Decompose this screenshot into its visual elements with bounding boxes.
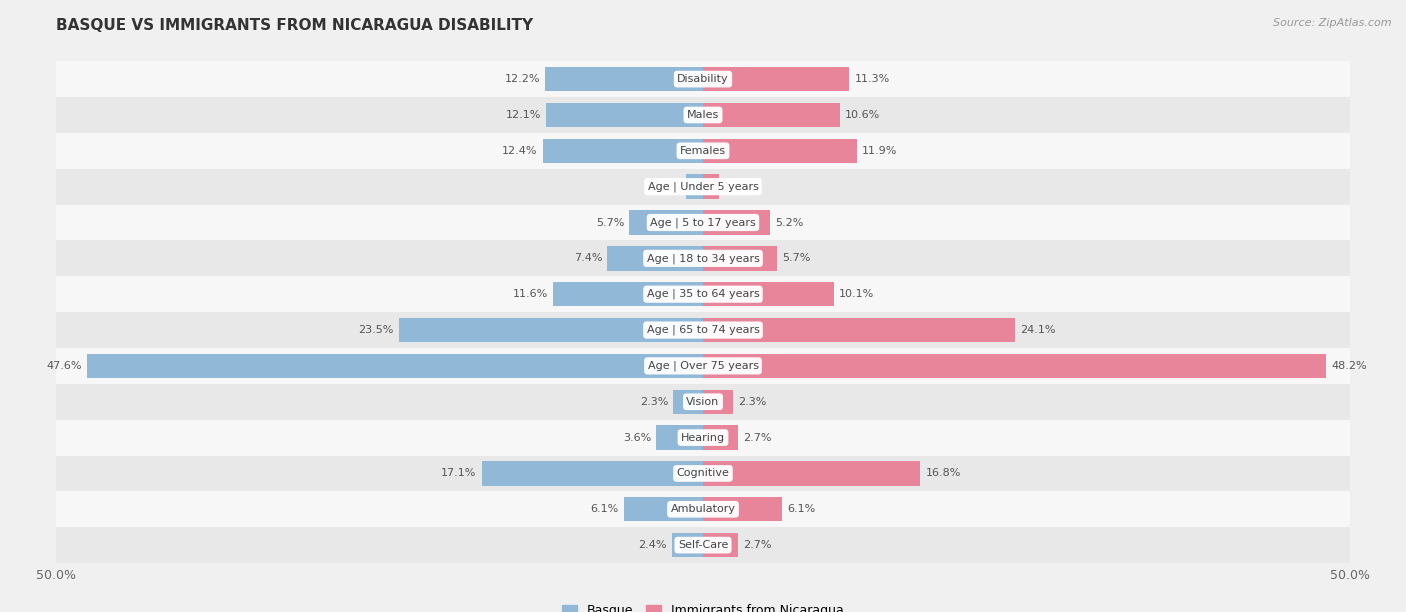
- Bar: [399, 318, 703, 342]
- Bar: [56, 61, 1350, 97]
- Text: 17.1%: 17.1%: [441, 468, 477, 479]
- Bar: [703, 425, 738, 450]
- Bar: [56, 348, 1350, 384]
- Bar: [703, 139, 856, 163]
- Text: 24.1%: 24.1%: [1019, 325, 1056, 335]
- Text: Females: Females: [681, 146, 725, 156]
- Text: 48.2%: 48.2%: [1331, 361, 1367, 371]
- Text: Males: Males: [688, 110, 718, 120]
- Text: 7.4%: 7.4%: [574, 253, 602, 263]
- Text: BASQUE VS IMMIGRANTS FROM NICARAGUA DISABILITY: BASQUE VS IMMIGRANTS FROM NICARAGUA DISA…: [56, 18, 533, 34]
- Bar: [482, 461, 703, 485]
- Bar: [56, 241, 1350, 276]
- Bar: [56, 455, 1350, 491]
- Bar: [703, 282, 834, 307]
- Text: 6.1%: 6.1%: [787, 504, 815, 514]
- Text: 5.7%: 5.7%: [596, 217, 624, 228]
- Bar: [56, 169, 1350, 204]
- Bar: [703, 318, 1015, 342]
- Bar: [703, 246, 776, 271]
- Text: Age | Over 75 years: Age | Over 75 years: [648, 360, 758, 371]
- Text: 2.4%: 2.4%: [638, 540, 666, 550]
- Text: 47.6%: 47.6%: [46, 361, 82, 371]
- Text: Source: ZipAtlas.com: Source: ZipAtlas.com: [1274, 18, 1392, 28]
- Text: 2.7%: 2.7%: [744, 433, 772, 442]
- Text: Age | 18 to 34 years: Age | 18 to 34 years: [647, 253, 759, 264]
- Text: 23.5%: 23.5%: [359, 325, 394, 335]
- Bar: [703, 390, 733, 414]
- Bar: [56, 527, 1350, 563]
- Bar: [630, 211, 703, 234]
- Bar: [87, 354, 703, 378]
- Bar: [547, 103, 703, 127]
- Text: 10.1%: 10.1%: [839, 289, 875, 299]
- Bar: [686, 174, 703, 199]
- Bar: [672, 533, 703, 558]
- Text: 11.9%: 11.9%: [862, 146, 897, 156]
- Bar: [56, 97, 1350, 133]
- Text: 16.8%: 16.8%: [925, 468, 960, 479]
- Bar: [56, 384, 1350, 420]
- Text: Ambulatory: Ambulatory: [671, 504, 735, 514]
- Text: 2.3%: 2.3%: [640, 397, 668, 407]
- Text: 1.3%: 1.3%: [652, 182, 681, 192]
- Text: Disability: Disability: [678, 74, 728, 84]
- Bar: [703, 497, 782, 521]
- Bar: [553, 282, 703, 307]
- Bar: [703, 211, 770, 234]
- Text: Age | 5 to 17 years: Age | 5 to 17 years: [650, 217, 756, 228]
- Text: Age | 65 to 74 years: Age | 65 to 74 years: [647, 325, 759, 335]
- Bar: [703, 103, 841, 127]
- Bar: [56, 491, 1350, 527]
- Bar: [56, 133, 1350, 169]
- Text: Cognitive: Cognitive: [676, 468, 730, 479]
- Bar: [56, 276, 1350, 312]
- Text: 5.7%: 5.7%: [782, 253, 810, 263]
- Bar: [546, 67, 703, 91]
- Bar: [607, 246, 703, 271]
- Bar: [56, 204, 1350, 241]
- Text: 2.7%: 2.7%: [744, 540, 772, 550]
- Text: 5.2%: 5.2%: [776, 217, 804, 228]
- Bar: [56, 312, 1350, 348]
- Bar: [673, 390, 703, 414]
- Bar: [657, 425, 703, 450]
- Text: 12.1%: 12.1%: [506, 110, 541, 120]
- Text: Age | Under 5 years: Age | Under 5 years: [648, 181, 758, 192]
- Text: 2.3%: 2.3%: [738, 397, 766, 407]
- Bar: [703, 533, 738, 558]
- Text: 1.2%: 1.2%: [724, 182, 752, 192]
- Bar: [56, 420, 1350, 455]
- Text: 11.3%: 11.3%: [855, 74, 890, 84]
- Bar: [703, 461, 921, 485]
- Text: 10.6%: 10.6%: [845, 110, 880, 120]
- Bar: [543, 139, 703, 163]
- Text: 6.1%: 6.1%: [591, 504, 619, 514]
- Text: Hearing: Hearing: [681, 433, 725, 442]
- Text: Self-Care: Self-Care: [678, 540, 728, 550]
- Bar: [703, 354, 1326, 378]
- Text: 3.6%: 3.6%: [623, 433, 651, 442]
- Text: 12.4%: 12.4%: [502, 146, 537, 156]
- Bar: [703, 174, 718, 199]
- Text: Age | 35 to 64 years: Age | 35 to 64 years: [647, 289, 759, 299]
- Bar: [703, 67, 849, 91]
- Legend: Basque, Immigrants from Nicaragua: Basque, Immigrants from Nicaragua: [562, 604, 844, 612]
- Bar: [624, 497, 703, 521]
- Text: Vision: Vision: [686, 397, 720, 407]
- Text: 12.2%: 12.2%: [505, 74, 540, 84]
- Text: 11.6%: 11.6%: [513, 289, 548, 299]
